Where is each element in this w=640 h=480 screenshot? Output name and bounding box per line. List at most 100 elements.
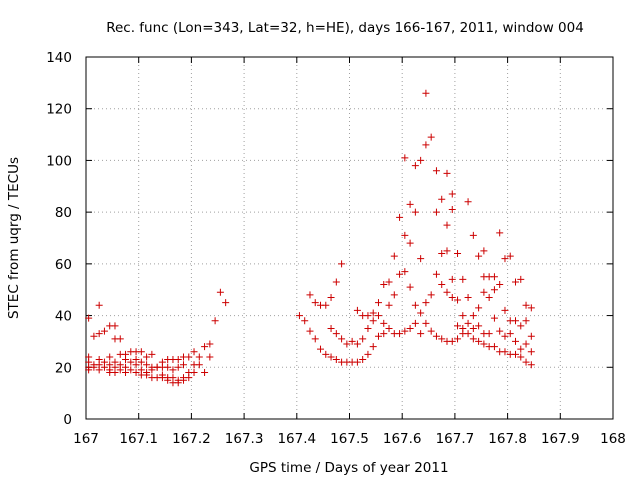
data-point bbox=[448, 275, 456, 283]
data-point bbox=[127, 358, 135, 366]
data-point bbox=[127, 366, 135, 374]
data-point bbox=[480, 288, 488, 296]
data-point bbox=[475, 322, 483, 330]
data-point bbox=[90, 332, 98, 340]
data-point bbox=[374, 312, 382, 320]
data-point bbox=[369, 317, 377, 325]
data-point bbox=[95, 301, 103, 309]
y-tick-label: 100 bbox=[46, 153, 72, 169]
x-tick-label: 167 bbox=[73, 431, 99, 447]
data-point bbox=[143, 361, 151, 369]
data-point bbox=[485, 330, 493, 338]
gridlines bbox=[86, 57, 613, 419]
data-point bbox=[164, 363, 172, 371]
data-point bbox=[411, 208, 419, 216]
data-point bbox=[401, 268, 409, 276]
data-point bbox=[432, 167, 440, 175]
data-point bbox=[454, 296, 462, 304]
data-point bbox=[185, 353, 193, 361]
data-point bbox=[475, 304, 483, 312]
data-point bbox=[448, 206, 456, 214]
data-point bbox=[443, 247, 451, 255]
x-tick-label: 167.2 bbox=[172, 431, 211, 447]
data-point bbox=[422, 141, 430, 149]
data-point bbox=[512, 350, 520, 358]
data-point bbox=[201, 343, 209, 351]
data-point bbox=[411, 301, 419, 309]
data-point bbox=[501, 332, 509, 340]
data-point bbox=[143, 371, 151, 379]
data-point bbox=[406, 283, 414, 291]
data-point bbox=[464, 330, 472, 338]
data-point bbox=[501, 306, 509, 314]
data-point bbox=[496, 327, 504, 335]
data-point bbox=[122, 368, 130, 376]
data-point bbox=[95, 330, 103, 338]
data-point bbox=[480, 247, 488, 255]
chart-title: Rec. func (Lon=343, Lat=32, h=HE), days … bbox=[106, 20, 584, 36]
x-tick-label: 167.8 bbox=[488, 431, 527, 447]
y-tick-label: 140 bbox=[46, 50, 72, 66]
data-point bbox=[417, 330, 425, 338]
data-point bbox=[201, 368, 209, 376]
data-point bbox=[306, 291, 314, 299]
data-point bbox=[422, 319, 430, 327]
y-tick-label: 60 bbox=[55, 257, 72, 273]
data-point bbox=[469, 312, 477, 320]
data-point bbox=[332, 330, 340, 338]
data-point bbox=[438, 281, 446, 289]
data-point bbox=[327, 353, 335, 361]
data-point bbox=[85, 366, 93, 374]
data-point bbox=[417, 156, 425, 164]
data-point bbox=[311, 335, 319, 343]
data-point bbox=[390, 252, 398, 260]
data-point bbox=[401, 327, 409, 335]
data-point bbox=[100, 363, 108, 371]
data-point bbox=[353, 306, 361, 314]
data-point bbox=[490, 343, 498, 351]
data-point bbox=[485, 293, 493, 301]
data-point bbox=[522, 340, 530, 348]
data-point bbox=[464, 319, 472, 327]
data-point bbox=[496, 281, 504, 289]
data-point bbox=[506, 252, 514, 260]
y-tick-label: 0 bbox=[63, 412, 72, 428]
data-point bbox=[111, 322, 119, 330]
y-tick-label: 80 bbox=[55, 205, 72, 221]
data-point bbox=[359, 335, 367, 343]
data-point bbox=[411, 162, 419, 170]
data-point bbox=[338, 260, 346, 268]
data-point bbox=[438, 335, 446, 343]
data-point bbox=[369, 309, 377, 317]
data-point bbox=[364, 350, 372, 358]
data-point bbox=[369, 343, 377, 351]
data-point bbox=[517, 353, 525, 361]
data-point bbox=[343, 340, 351, 348]
data-point bbox=[364, 312, 372, 320]
data-point bbox=[396, 270, 404, 278]
data-point bbox=[422, 299, 430, 307]
data-point bbox=[132, 368, 140, 376]
data-point bbox=[185, 374, 193, 382]
data-point bbox=[190, 348, 198, 356]
data-point bbox=[174, 356, 182, 364]
data-point bbox=[132, 361, 140, 369]
data-point bbox=[100, 327, 108, 335]
data-point bbox=[206, 353, 214, 361]
data-point bbox=[348, 337, 356, 345]
data-point bbox=[527, 332, 535, 340]
data-point bbox=[401, 231, 409, 239]
data-point bbox=[90, 363, 98, 371]
data-point bbox=[401, 154, 409, 162]
data-point bbox=[164, 376, 172, 384]
axis-ticks bbox=[85, 56, 614, 420]
data-point bbox=[385, 301, 393, 309]
data-point bbox=[111, 368, 119, 376]
y-axis-label: STEC from uqrg / TECUs bbox=[6, 157, 22, 319]
data-point bbox=[322, 301, 330, 309]
data-point bbox=[490, 286, 498, 294]
data-point bbox=[517, 275, 525, 283]
data-point bbox=[501, 348, 509, 356]
data-point bbox=[353, 340, 361, 348]
